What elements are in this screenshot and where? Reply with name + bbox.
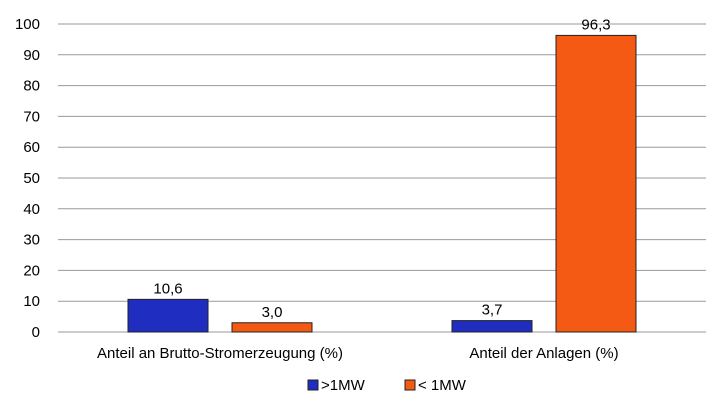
bar-series1-cat0 — [231, 322, 313, 333]
y-tick-label-60: 60 — [23, 139, 40, 156]
data-label-series0-cat0: 10,6 — [153, 280, 182, 297]
y-tick-label-30: 30 — [23, 232, 40, 249]
y-axis-ticks: 0 10 20 30 40 50 60 70 80 90 100 — [15, 16, 40, 341]
bar-series1-cat1 — [555, 34, 637, 333]
y-tick-label-0: 0 — [32, 324, 40, 341]
data-label-series0-cat1: 3,7 — [482, 302, 503, 319]
y-tick-label-20: 20 — [23, 262, 40, 279]
y-tick-label-80: 80 — [23, 78, 40, 95]
y-tick-label-70: 70 — [23, 108, 40, 125]
y-tick-label-100: 100 — [15, 16, 40, 33]
y-tick-label-50: 50 — [23, 170, 40, 187]
legend-swatch-0 — [307, 379, 319, 391]
category-label-1: Anteil der Anlagen (%) — [469, 345, 618, 362]
y-tick-label-90: 90 — [23, 47, 40, 64]
y-tick-label-40: 40 — [23, 201, 40, 218]
data-labels: 10,6 3,0 3,7 96,3 — [153, 16, 610, 320]
data-label-series1-cat1: 96,3 — [581, 16, 610, 33]
legend-swatch-1 — [404, 379, 416, 391]
category-label-0: Anteil an Brutto-Stromerzeugung (%) — [97, 345, 343, 362]
bar-series0-cat1 — [451, 320, 533, 333]
y-tick-label-10: 10 — [23, 293, 40, 310]
legend-label-1: < 1MW — [418, 377, 467, 394]
legend: >1MW < 1MW — [307, 377, 467, 394]
bar-series0-cat0 — [127, 298, 209, 333]
data-label-series1-cat0: 3,0 — [262, 304, 283, 321]
bars — [127, 34, 637, 333]
category-labels: Anteil an Brutto-Stromerzeugung (%) Antei… — [97, 345, 619, 362]
legend-label-0: >1MW — [321, 377, 366, 394]
